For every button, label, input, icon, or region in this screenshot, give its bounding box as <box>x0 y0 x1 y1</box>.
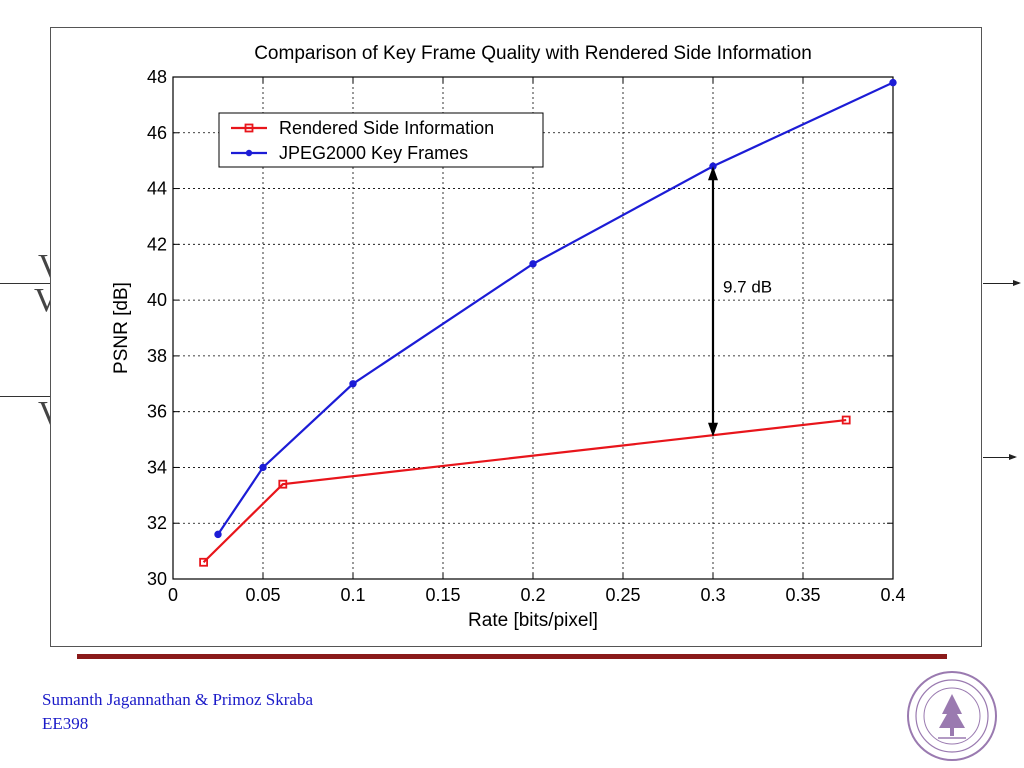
legend-box <box>218 112 544 168</box>
background-arrow <box>983 454 1017 460</box>
x-tick-label: 0.15 <box>425 585 460 605</box>
y-tick-label: 48 <box>147 67 167 87</box>
annotation-arrowhead-up <box>708 166 718 181</box>
footer-course: EE398 <box>42 714 89 733</box>
data-point-circle <box>529 260 537 268</box>
legend-swatch-marker <box>244 123 254 133</box>
plot-frame <box>172 76 894 580</box>
legend-swatch-marker <box>245 149 253 157</box>
footer-authors: Sumanth Jagannathan & Primoz Skraba <box>42 690 314 709</box>
y-tick-label: 36 <box>147 402 167 422</box>
y-tick-label: 40 <box>147 290 167 310</box>
y-tick-label: 32 <box>147 513 167 533</box>
stanford-seal-logo <box>907 671 997 761</box>
series-line-2 <box>217 81 894 535</box>
x-tick-label: 0.25 <box>605 585 640 605</box>
data-point-circle <box>349 380 357 388</box>
psnr-chart: 0 0.05 0.1 0.15 0.2 0.25 0.3 0.35 0.4 30 32 34 36 38 4… <box>111 43 906 631</box>
x-axis-label: Rate [bits/pixel] <box>468 610 598 631</box>
y-tick-label: 38 <box>147 346 167 366</box>
data-point-circle <box>889 78 897 87</box>
x-tick-label: 0.1 <box>340 585 365 605</box>
x-tick-label: 0.05 <box>245 585 280 605</box>
y-tick-label: 30 <box>147 569 167 589</box>
x-tick-label: 0.4 <box>880 585 905 605</box>
data-point-square <box>199 557 209 567</box>
background-arrow <box>983 280 1021 286</box>
footer-divider <box>77 654 947 659</box>
x-tick-label: 0.3 <box>700 585 725 605</box>
background-rule <box>0 396 50 397</box>
background-rule <box>0 283 50 284</box>
data-point-square <box>841 415 851 425</box>
series-line-1 <box>202 418 847 564</box>
legend-entry-label: Rendered Side Information <box>279 118 494 138</box>
annotation-arrowhead-down <box>708 422 718 437</box>
data-point-circle <box>259 463 267 472</box>
chart-figure: 0 0.05 0.1 0.15 0.2 0.25 0.3 0.35 0.4 30 32 34 36 38 4… <box>50 27 982 647</box>
chart-title: Comparison of Key Frame Quality with Ren… <box>254 43 812 64</box>
x-tick-label: 0.2 <box>520 585 545 605</box>
legend-entry-label: JPEG2000 Key Frames <box>279 143 468 163</box>
x-tick-label: 0 <box>168 585 178 605</box>
y-axis-label: PSNR [dB] <box>111 282 132 374</box>
y-tick-label: 46 <box>147 123 167 143</box>
data-point-circle <box>214 530 222 539</box>
y-tick-label: 42 <box>147 234 167 254</box>
data-point-square <box>278 479 288 489</box>
annotation-label: 9.7 dB <box>723 278 772 297</box>
y-tick-label: 44 <box>147 179 167 199</box>
y-tick-label: 34 <box>147 457 167 477</box>
x-tick-label: 0.35 <box>785 585 820 605</box>
